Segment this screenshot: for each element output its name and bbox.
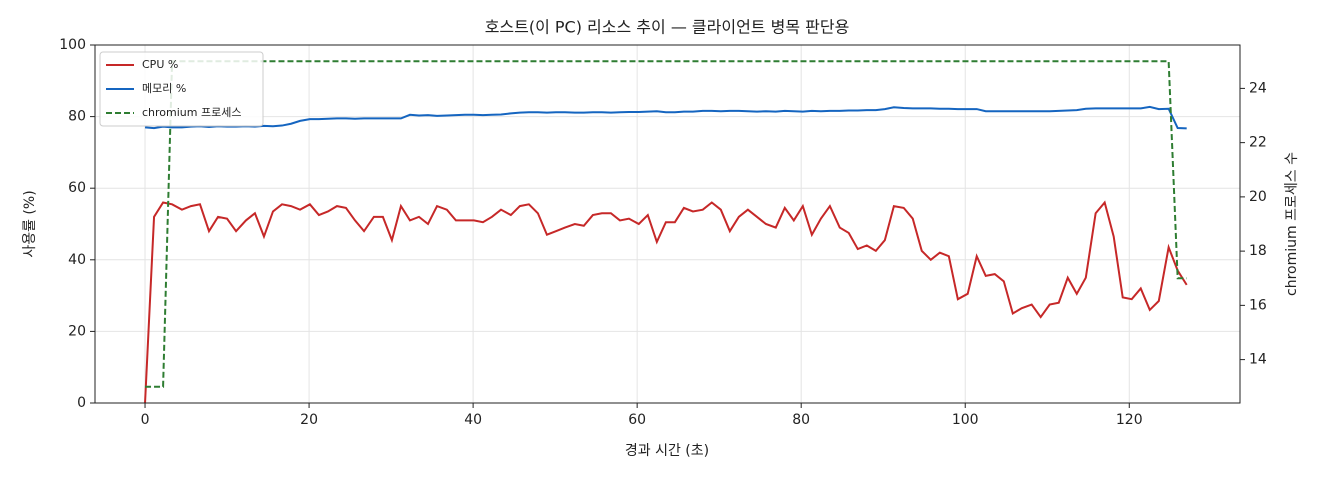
- y2-tick-label: 14: [1249, 352, 1267, 368]
- legend-label: CPU %: [142, 58, 178, 71]
- x-tick-label: 100: [952, 412, 979, 428]
- series-line: [144, 105, 1187, 130]
- y-tick-label: 40: [68, 252, 86, 268]
- plot-frame: [94, 44, 1241, 404]
- series-line: [145, 60, 1187, 388]
- y2-tick-label: 18: [1249, 243, 1267, 259]
- x-tick-label: 120: [1116, 412, 1143, 428]
- y-tick-label: 20: [68, 323, 86, 339]
- y2-axis-label: chromium 프로세스 수: [1284, 152, 1300, 296]
- chart-title: 호스트(이 PC) 리소스 추이 — 클라이언트 병목 판단용: [485, 18, 850, 37]
- x-axis-label: 경과 시간 (초): [625, 443, 709, 459]
- x-tick-label: 80: [792, 412, 810, 428]
- y2-tick-label: 20: [1249, 189, 1267, 205]
- legend: CPU % 메모리 % chromium 프로세스: [99, 51, 264, 127]
- x-tick-label: 40: [464, 412, 482, 428]
- legend-box: [99, 51, 264, 127]
- x-tick-label: 60: [628, 412, 646, 428]
- series-line: [144, 200, 1188, 404]
- y-axis-label: 사용률 (%): [22, 190, 38, 257]
- legend-label: chromium 프로세스: [142, 106, 241, 119]
- y2-tick-label: 24: [1249, 80, 1267, 96]
- y-tick-label: 0: [77, 395, 86, 411]
- y2-tick-label: 16: [1249, 297, 1267, 313]
- legend-label: 메모리 %: [142, 82, 186, 95]
- x-tick-label: 20: [300, 412, 318, 428]
- y-tick-label: 100: [59, 37, 86, 53]
- x-tick-label: 0: [141, 412, 150, 428]
- y2-tick-label: 22: [1249, 135, 1267, 151]
- y-tick-label: 60: [68, 180, 86, 196]
- y-tick-label: 80: [68, 109, 86, 125]
